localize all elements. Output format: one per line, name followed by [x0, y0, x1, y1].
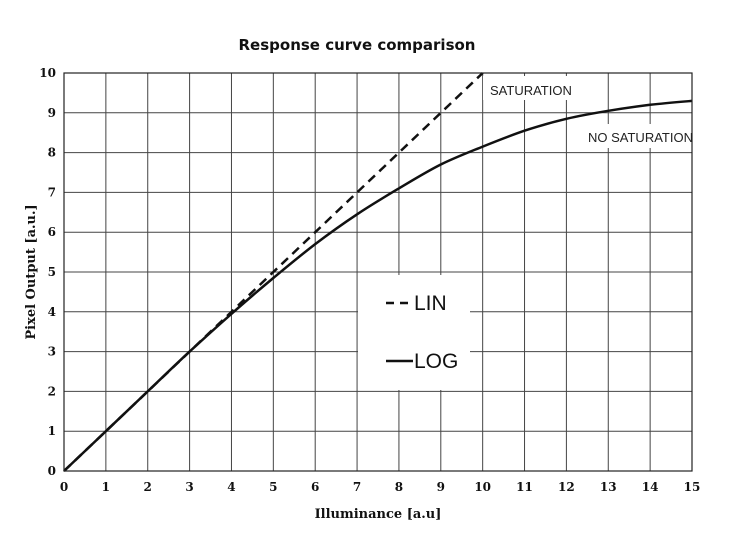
x-tick-label: 8	[395, 480, 403, 494]
legend-lin-label: LIN	[414, 292, 447, 315]
x-tick-label: 15	[684, 480, 701, 494]
series-line-log	[63, 99, 693, 472]
no-saturation-annotation: NO SATURATION	[588, 130, 693, 145]
x-tick-label: 0	[60, 480, 68, 494]
x-tick-label: 12	[558, 480, 575, 494]
x-tick-label: 9	[437, 480, 445, 494]
x-tick-label: 2	[144, 480, 152, 494]
y-tick-label: 2	[48, 384, 56, 398]
legend-box	[358, 275, 470, 390]
x-tick-label: 14	[642, 480, 659, 494]
chart-title: Response curve comparison	[239, 36, 476, 54]
y-tick-label: 6	[48, 225, 56, 239]
x-tick-label: 4	[227, 480, 235, 494]
y-tick-label: 5	[48, 265, 56, 279]
y-tick-label: 7	[48, 185, 56, 199]
x-tick-label: 11	[516, 480, 533, 494]
y-tick-label: 1	[48, 424, 56, 438]
x-tick-label: 10	[474, 480, 491, 494]
y-axis-label: Pixel Output [a.u.]	[24, 204, 39, 339]
y-tick-label: 0	[48, 464, 56, 478]
saturation-annotation: SATURATION	[490, 83, 572, 98]
legend-log-label: LOG	[414, 350, 458, 373]
y-tick-label: 9	[48, 106, 56, 120]
legend: LIN LOG	[358, 275, 470, 390]
plot-frame	[63, 72, 693, 472]
x-tick-label: 13	[600, 480, 617, 494]
no-saturation-annotation-box	[581, 124, 689, 148]
y-tick-label: 8	[48, 146, 56, 160]
x-tick-label: 3	[185, 480, 193, 494]
x-tick-label: 5	[269, 480, 277, 494]
x-axis-label: Illuminance [a.u]	[315, 507, 442, 522]
series	[63, 72, 693, 472]
x-tick-label: 6	[311, 480, 319, 494]
y-tick-label: 3	[48, 345, 56, 359]
saturation-annotation-box	[483, 76, 607, 100]
x-tick-label: 7	[353, 480, 361, 494]
x-tick-label: 1	[102, 480, 110, 494]
grid	[63, 72, 693, 472]
y-tick-label: 10	[39, 66, 56, 80]
y-tick-label: 4	[48, 305, 56, 319]
